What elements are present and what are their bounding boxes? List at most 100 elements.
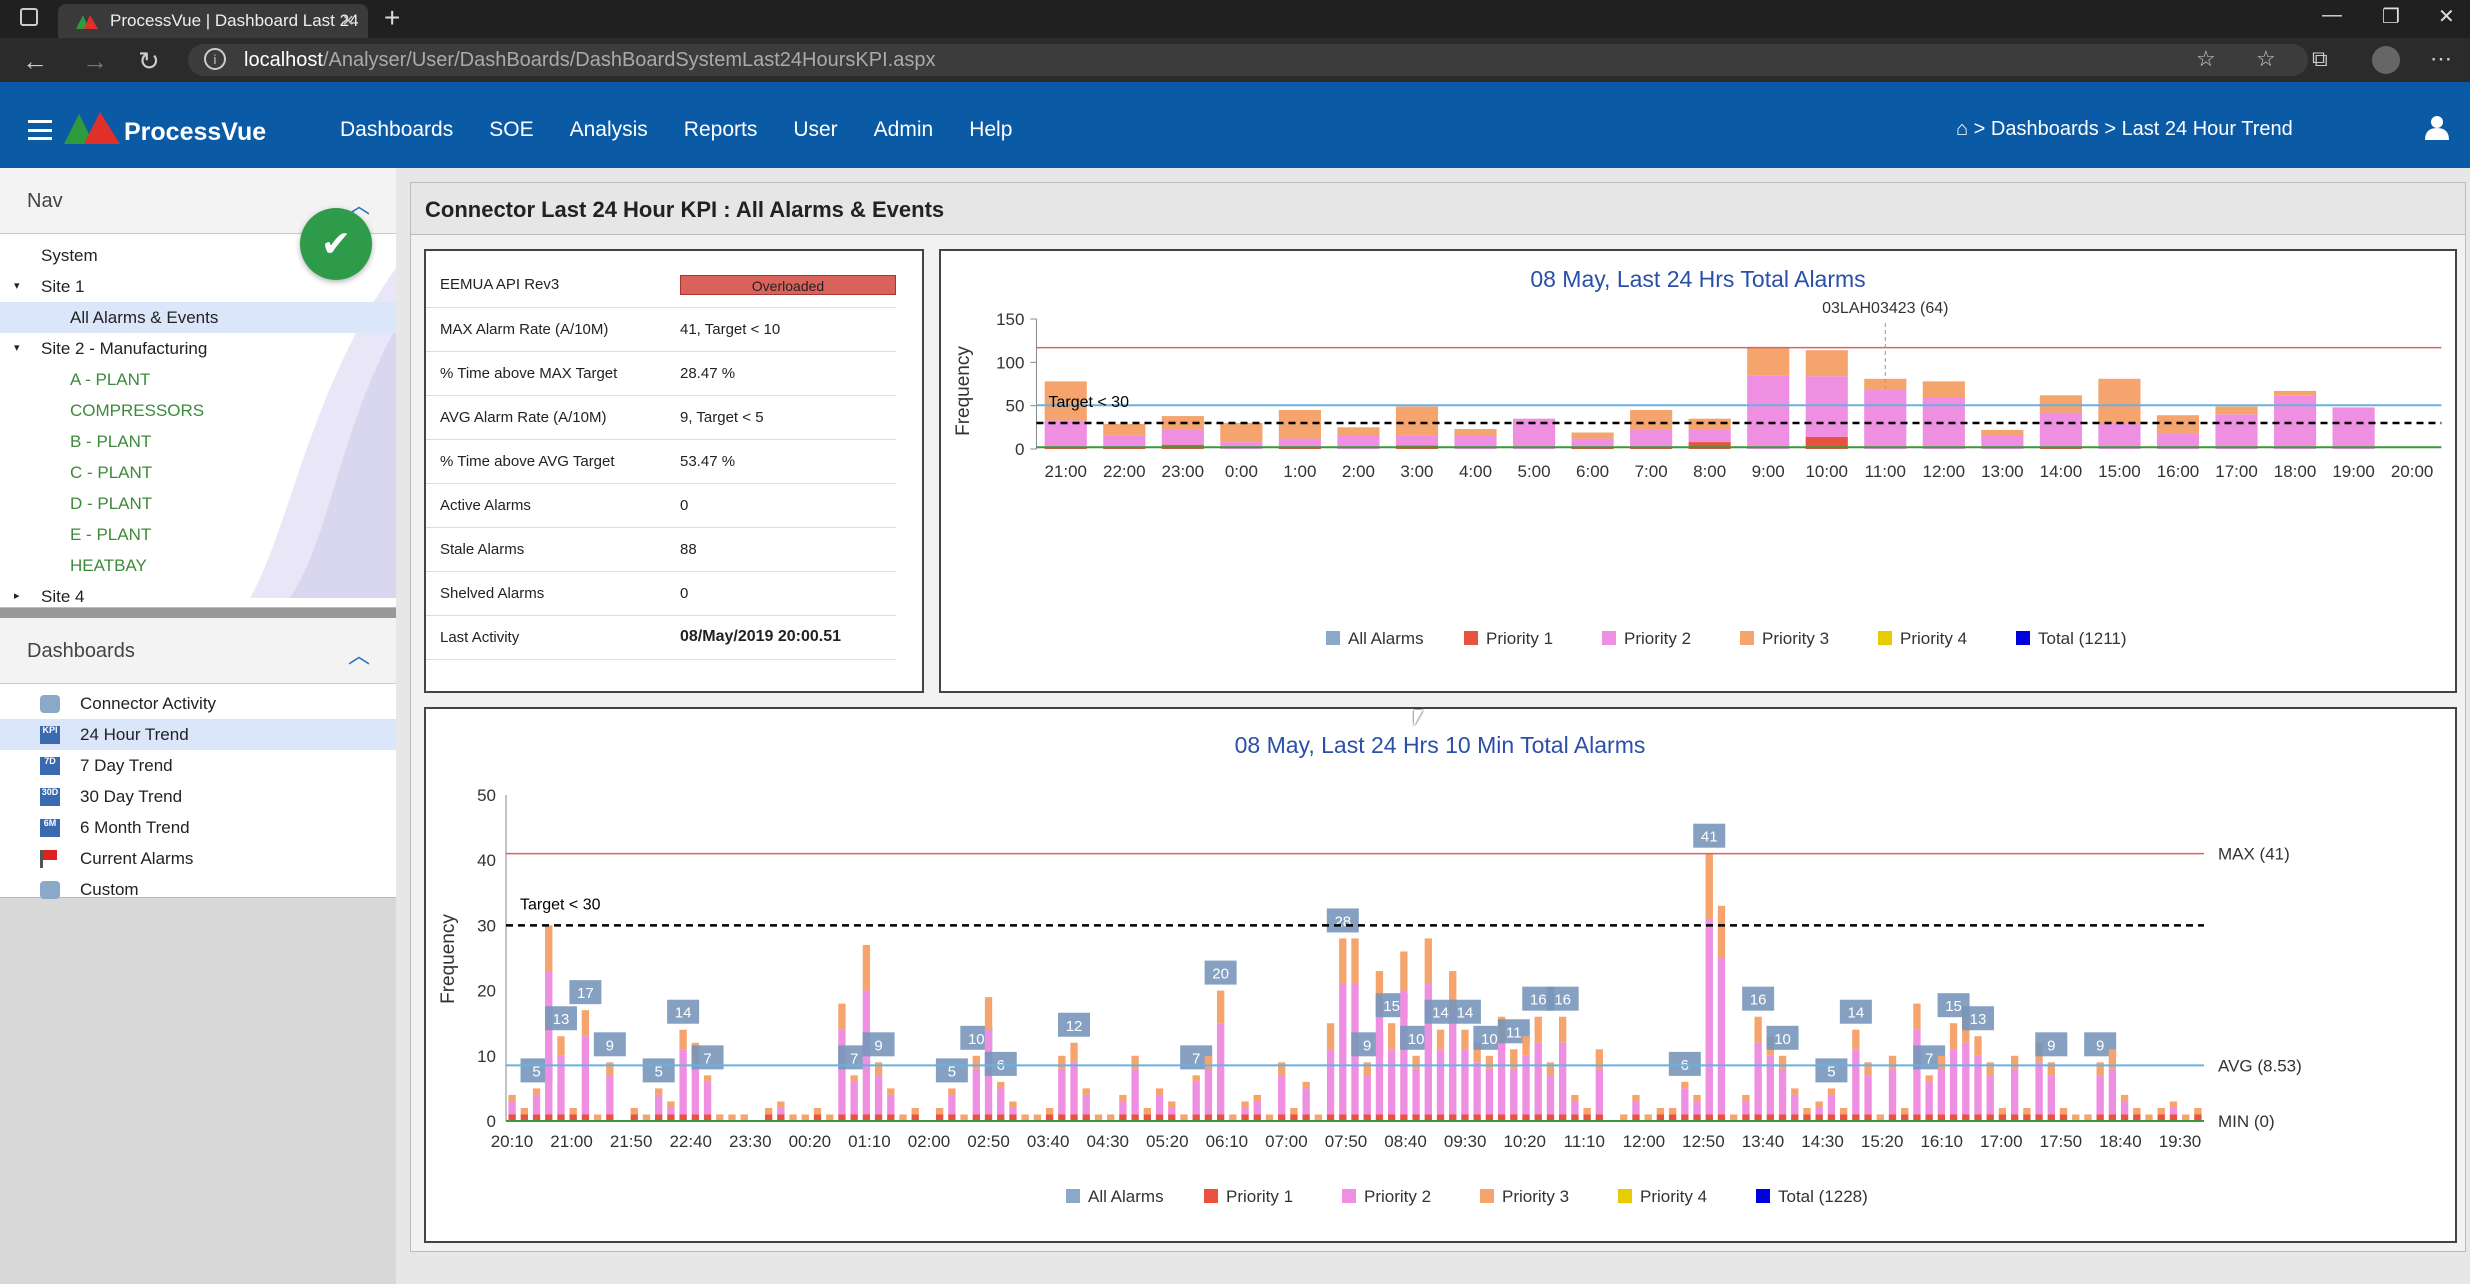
tree-item-system[interactable]: System	[41, 246, 98, 265]
bar-priority-3	[1314, 1114, 1323, 1121]
x-tick-label: 9:00	[1752, 462, 1785, 481]
minimize-icon[interactable]: —	[2322, 4, 2342, 26]
brand-name[interactable]: ProcessVue	[124, 118, 267, 146]
bar-priority-3	[569, 1107, 577, 1115]
expand-icon[interactable]: ▾	[14, 280, 20, 292]
bar-priority-2	[1363, 1075, 1371, 1115]
hamburger-icon[interactable]	[28, 120, 52, 140]
home-icon[interactable]: ⌂	[1956, 118, 1969, 140]
main-content: Connector Last 24 Hour KPI : All Alarms …	[410, 182, 2470, 1252]
bar-priority-3	[899, 1114, 907, 1121]
bar-segment	[1220, 423, 1263, 443]
app-header: ProcessVue Dashboards SOE Analysis Repor…	[0, 82, 2470, 168]
x-tick-label: 01:10	[848, 1132, 891, 1151]
bar-priority-1	[874, 1114, 883, 1121]
bar-priority-2	[1241, 1107, 1249, 1115]
bar-segment	[1688, 429, 1731, 443]
restore-icon[interactable]: ❐	[2382, 6, 2400, 28]
bar-priority-2	[1827, 1094, 1836, 1115]
dashboard-item-current-alarms[interactable]: Current Alarms	[0, 843, 396, 874]
tree-item-site-2[interactable]: ▾ Site 2 - Manufacturing	[0, 333, 396, 364]
bar-priority-2	[972, 1068, 980, 1115]
tree-item-all-alarms[interactable]: All Alarms & Events	[0, 302, 396, 333]
refresh-icon[interactable]: ↻	[138, 46, 160, 76]
collections-icon[interactable]: ⧉	[2312, 46, 2328, 71]
tree-item-b-plant[interactable]: B - PLANT	[70, 432, 152, 451]
browser-tab[interactable]: ProcessVue | Dashboard Last 24 ×	[58, 4, 368, 38]
profile-avatar[interactable]	[2372, 46, 2400, 74]
bar-priority-3	[1400, 951, 1408, 991]
bar-priority-1	[1070, 1114, 1078, 1121]
expand-icon[interactable]: ▸	[14, 590, 20, 602]
user-icon[interactable]	[2424, 114, 2450, 140]
bar-priority-1	[1143, 1114, 1151, 1121]
bar-priority-3	[679, 1029, 687, 1050]
bar-segment	[2332, 407, 2375, 449]
x-tick-label: 10:20	[1503, 1132, 1546, 1151]
bar-segment	[1630, 410, 1673, 430]
legend-label: All Alarms	[1348, 629, 1424, 648]
bar-segment	[1571, 432, 1614, 439]
tree-item-compressors[interactable]: COMPRESSORS	[70, 401, 205, 420]
kpi-label: MAX Alarm Rate (A/10M)	[426, 307, 666, 352]
bar-priority-1	[1412, 1114, 1420, 1121]
menu-dashboards[interactable]: Dashboards	[340, 118, 454, 141]
bar-segment	[1161, 429, 1204, 445]
menu-analysis[interactable]: Analysis	[569, 118, 648, 141]
dashboard-item-connector-activity[interactable]: Connector Activity	[0, 688, 396, 719]
menu-reports[interactable]: Reports	[683, 118, 758, 141]
bar-priority-1	[1717, 1114, 1726, 1121]
data-label: 7	[1925, 1050, 1933, 1067]
menu-help[interactable]: Help	[969, 118, 1013, 141]
bar-priority-2	[2108, 1068, 2117, 1115]
bar-priority-3	[1387, 1023, 1396, 1050]
menu-admin[interactable]: Admin	[873, 118, 934, 141]
x-tick-label: 22:40	[669, 1132, 712, 1151]
tab-actions-icon[interactable]	[20, 8, 38, 26]
tree-item-c-plant[interactable]: C - PLANT	[70, 463, 153, 482]
tree-item-heatbay[interactable]: HEATBAY	[70, 556, 147, 575]
bar-priority-3	[1791, 1088, 1799, 1095]
expand-icon[interactable]: ▾	[14, 342, 20, 354]
menu-soe[interactable]: SOE	[489, 118, 534, 141]
breadcrumb-dashboards[interactable]: Dashboards	[1990, 118, 2099, 140]
chevron-up-icon[interactable]: ︿	[347, 643, 370, 668]
new-tab-icon[interactable]: +	[384, 2, 401, 33]
hourly-alarms-chart: 08 May, Last 24 Hrs Total Alarms 0 50 100 15…	[953, 266, 2470, 648]
dashboard-item-custom[interactable]: Custom	[0, 874, 396, 905]
tree-item-site-4[interactable]: ▸ Site 4	[0, 581, 396, 612]
bar-priority-2	[850, 1081, 858, 1115]
add-favorite-icon[interactable]: ☆	[2196, 46, 2216, 71]
dashboards-header[interactable]: Dashboards ︿	[0, 618, 396, 684]
bar-priority-3	[1803, 1107, 1811, 1115]
site-info-icon[interactable]: i	[204, 48, 226, 70]
dashboard-item-6-month-trend[interactable]: 6M 6 Month Trend	[0, 812, 396, 843]
tree-item-e-plant[interactable]: E - PLANT	[70, 525, 152, 544]
dashboard-item-24-hour-trend[interactable]: KPI 24 Hour Trend	[0, 719, 396, 750]
more-icon[interactable]: ⋯	[2430, 46, 2452, 71]
dashboard-item-7-day-trend[interactable]: 7D 7 Day Trend	[0, 750, 396, 781]
bar-priority-1	[1045, 1114, 1054, 1121]
bar-segment	[1278, 438, 1321, 448]
bar-segment	[2039, 412, 2082, 448]
close-window-icon[interactable]: ✕	[2438, 6, 2455, 28]
tree-item-d-plant[interactable]: D - PLANT	[70, 494, 153, 513]
bar-priority-3	[826, 1114, 834, 1121]
bar-priority-3	[1351, 938, 1359, 985]
x-tick-label: 12:00	[1923, 462, 1966, 481]
panel-divider[interactable]	[0, 608, 396, 618]
menu-user[interactable]: User	[793, 118, 838, 141]
close-tab-icon[interactable]: ×	[342, 10, 354, 32]
bar-priority-3	[764, 1107, 773, 1115]
dashboards-title: Dashboards	[27, 640, 135, 662]
forward-icon[interactable]: →	[82, 46, 108, 76]
address-bar[interactable]: i localhost/Analyser/User/DashBoards/Das…	[188, 44, 2308, 76]
bar-priority-3	[1143, 1107, 1151, 1115]
favorites-icon[interactable]: ☆	[2256, 46, 2276, 71]
dashboard-item-30-day-trend[interactable]: 30D 30 Day Trend	[0, 781, 396, 812]
bar-priority-2	[1339, 984, 1347, 1115]
back-icon[interactable]: ←	[22, 46, 48, 76]
tree-item-site-1[interactable]: ▾ Site 1	[0, 271, 396, 302]
data-label: 16	[1554, 992, 1571, 1009]
tree-item-a-plant[interactable]: A - PLANT	[70, 370, 151, 389]
